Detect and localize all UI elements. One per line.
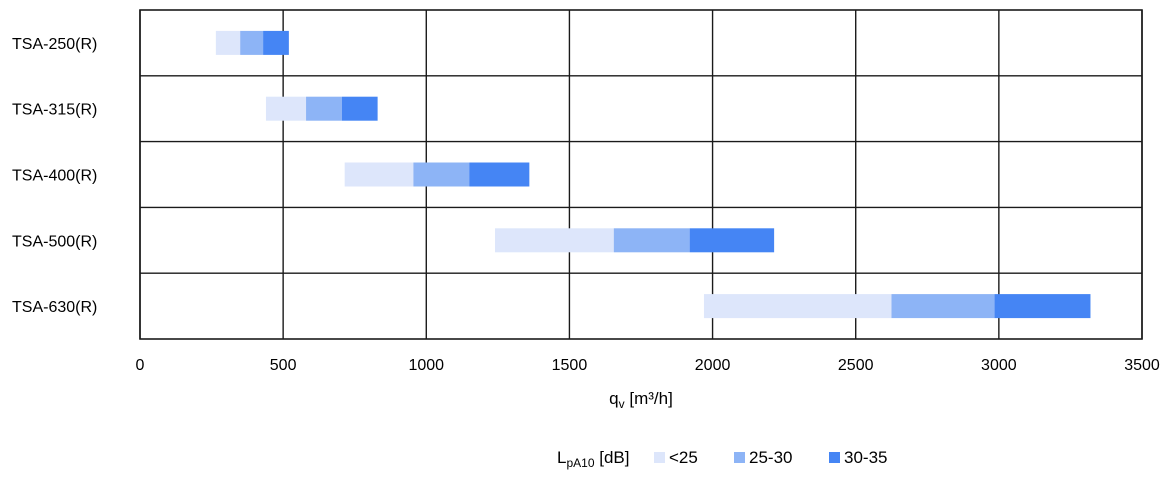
x-tick-label: 1000 [408, 357, 444, 374]
legend-title: LpA10 [dB] [557, 448, 629, 470]
legend-label: <25 [669, 448, 698, 467]
bar-segment [613, 228, 690, 253]
legend-swatch [829, 452, 840, 463]
x-tick-label: 2000 [695, 357, 731, 374]
category-label: TSA-250(R) [12, 36, 97, 53]
x-tick-label: 2500 [838, 357, 874, 374]
bar-segment [240, 30, 264, 55]
legend-title-main: L [557, 448, 566, 467]
x-axis-title-main: q [609, 389, 618, 408]
bar-segment [215, 30, 241, 55]
bar-segment [263, 30, 289, 55]
category-label: TSA-315(R) [12, 102, 97, 119]
legend-label: 30-35 [844, 448, 887, 467]
grid-layer [139, 10, 1143, 339]
x-axis-title-unit: [m³/h] [625, 389, 673, 408]
category-label: TSA-630(R) [12, 299, 97, 316]
bar-segment [689, 228, 775, 253]
x-tick-label: 1500 [552, 357, 588, 374]
bar-segment [413, 162, 470, 187]
legend-swatch [734, 452, 745, 463]
legend-swatch [654, 452, 665, 463]
legend-title-sub: pA10 [566, 456, 594, 470]
legend-layer: LpA10 [dB] <25 25-30 30-35 [557, 448, 887, 470]
label-layer: 0 500 1000 1500 2000 2500 3000 3500 TSA-250(R) TS… [12, 36, 1160, 411]
bar-segment [703, 294, 892, 319]
legend-title-unit: [dB] [595, 448, 630, 467]
bar-segment [469, 162, 530, 187]
plot-frame [139, 9, 1143, 340]
x-tick-label: 3000 [981, 357, 1017, 374]
bar-segment [494, 228, 614, 253]
frame-layer [139, 9, 1143, 340]
category-label: TSA-500(R) [12, 233, 97, 250]
bar-segment [306, 96, 342, 121]
x-tick-label: 0 [136, 357, 145, 374]
bar-segment [265, 96, 307, 121]
bar-segment [994, 294, 1091, 319]
x-axis-title-sub: v [619, 397, 625, 411]
category-label: TSA-400(R) [12, 168, 97, 185]
bar-segment [891, 294, 995, 319]
x-tick-label: 3500 [1124, 357, 1160, 374]
x-axis-title: qv [m³/h] [609, 389, 673, 411]
legend-label: 25-30 [749, 448, 792, 467]
bar-segment [344, 162, 414, 187]
bar-layer [215, 30, 1091, 319]
bar-segment [341, 96, 378, 121]
x-tick-label: 500 [270, 357, 297, 374]
